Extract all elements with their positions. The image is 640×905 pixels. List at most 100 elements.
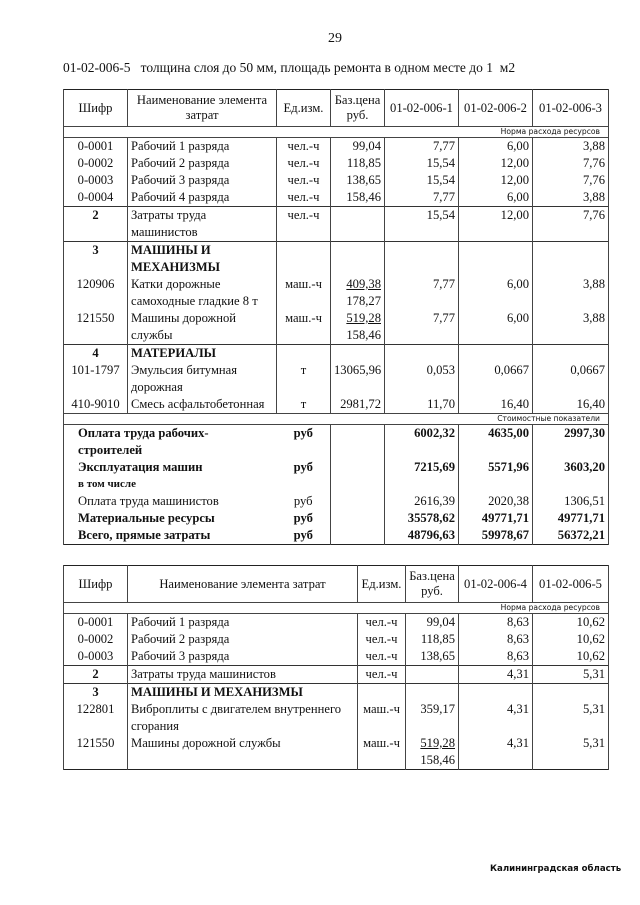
name-cell: МАШИНЫ И МЕХАНИЗМЫ xyxy=(127,241,277,276)
value-cell: 2997,30 xyxy=(532,424,609,459)
value-cell: 6,00 xyxy=(458,276,533,310)
name-cell: Смесь асфальтобетонная xyxy=(127,396,277,414)
cost-label-cell: Материальные ресурсы xyxy=(63,510,277,527)
value-cell xyxy=(458,476,533,493)
price-value: 138,65 xyxy=(346,173,381,187)
resource-table-2: Шифр Наименование элемента затрат Ед.изм. Б… xyxy=(63,565,609,770)
unit-cell xyxy=(276,476,331,493)
code-cell: 0-0004 xyxy=(63,189,128,207)
value-cell: 11,70 xyxy=(384,396,459,414)
table-row: 0-0003 Рабочий 3 разряда чел.-ч 138,65 15,54… xyxy=(63,172,609,189)
value-cell xyxy=(458,241,533,276)
price-cell xyxy=(405,683,459,701)
value-cell: 7,77 xyxy=(384,276,459,310)
code-cell: 0-0002 xyxy=(63,155,128,172)
value-cell: 8,63 xyxy=(458,648,533,666)
price-sub-value: 178,27 xyxy=(346,294,381,308)
unit-cell: руб xyxy=(276,459,331,476)
value-cell: 0,0667 xyxy=(458,362,533,396)
price-cell: 99,04 xyxy=(405,613,459,631)
value-cell xyxy=(458,683,533,701)
value-cell xyxy=(384,344,459,362)
table-row: 410-9010 Смесь асфальтобетонная т 2981,72 11… xyxy=(63,396,609,414)
value-cell: 56372,21 xyxy=(532,527,609,545)
price-cell: 359,17 xyxy=(405,701,459,735)
column-header: 01-02-006-4 xyxy=(458,565,533,603)
price-cell: 158,46 xyxy=(330,189,385,207)
unit-cell xyxy=(357,683,406,701)
value-cell: 0,0667 xyxy=(532,362,609,396)
code-cell: 121550 xyxy=(63,310,128,345)
unit-cell: чел.-ч xyxy=(357,648,406,666)
price-cell: 409,38 178,27 xyxy=(330,276,385,310)
table-row: 2 Затраты труда машинистов чел.-ч 4,31 5,31 xyxy=(63,665,609,684)
price-cell: 519,28 158,46 xyxy=(330,310,385,345)
table-row: 0-0001 Рабочий 1 разряда чел.-ч 99,04 8,63 10… xyxy=(63,613,609,631)
cost-row: Всего, прямые затраты руб 48796,63 59978,67… xyxy=(63,527,609,545)
table-row: 4 МАТЕРИАЛЫ xyxy=(63,344,609,362)
price-cell xyxy=(330,344,385,362)
name-cell: Катки дорожные самоходные гладкие 8 т xyxy=(127,276,277,310)
cost-row: Оплата труда машинистов руб 2616,39 2020,38… xyxy=(63,493,609,510)
price-value: 99,04 xyxy=(352,139,381,153)
column-header: Наименование элемента затрат xyxy=(127,89,277,127)
value-cell: 7,76 xyxy=(532,172,609,189)
value-cell: 5,31 xyxy=(532,701,609,735)
price-value: 99,04 xyxy=(426,615,455,629)
cost-label: Стоимостные показатели xyxy=(63,413,609,425)
value-cell: 16,40 xyxy=(458,396,533,414)
unit-cell xyxy=(276,344,331,362)
table-row: 2 Затраты труда машинистов чел.-ч 15,54 12,0… xyxy=(63,206,609,242)
value-cell: 6002,32 xyxy=(384,424,459,459)
price-cell: 519,28 158,46 xyxy=(405,735,459,770)
cost-label-cell: Оплата труда машинистов xyxy=(63,493,277,510)
cost-row: Эксплуатация машин руб 7215,69 5571,96 3603,… xyxy=(63,459,609,476)
name-cell: Рабочий 4 разряда xyxy=(127,189,277,207)
value-cell: 7,77 xyxy=(384,189,459,207)
name-cell: Эмульсия битумная дорожная xyxy=(127,362,277,396)
column-header: Шифр xyxy=(63,89,128,127)
value-cell: 3,88 xyxy=(532,189,609,207)
unit-cell: т xyxy=(276,396,331,414)
unit-cell: чел.-ч xyxy=(276,155,331,172)
code-cell: 2 xyxy=(63,665,128,684)
code-cell: 3 xyxy=(63,241,128,276)
name-cell: Затраты труда машинистов xyxy=(127,206,277,242)
cost-row: Оплата труда рабочих- строителей руб 6002,… xyxy=(63,424,609,459)
price-value: 158,46 xyxy=(346,190,381,204)
unit-cell: руб xyxy=(276,424,331,459)
table-row: 121550 Машины дорожной службы маш.-ч 519,28… xyxy=(63,310,609,345)
table-row: 0-0002 Рабочий 2 разряда чел.-ч 118,85 8,63 1… xyxy=(63,631,609,648)
name-cell: Рабочий 1 разряда xyxy=(127,613,358,631)
table-row: 3 МАШИНЫ И МЕХАНИЗМЫ xyxy=(63,683,609,701)
value-cell: 4,31 xyxy=(458,735,533,770)
value-cell: 8,63 xyxy=(458,613,533,631)
table-row: 121550 Машины дорожной службы маш.-ч 519,28… xyxy=(63,735,609,770)
unit-cell: руб xyxy=(276,510,331,527)
norm-label-row: Норма расхода ресурсов xyxy=(63,126,609,138)
unit-cell: т xyxy=(276,362,331,396)
unit-cell: чел.-ч xyxy=(357,665,406,684)
value-cell: 0,053 xyxy=(384,362,459,396)
code-cell: 410-9010 xyxy=(63,396,128,414)
cost-row: в том числе xyxy=(63,476,609,493)
value-cell: 12,00 xyxy=(458,155,533,172)
resource-table-1: Шифр Наименование элемента затрат Ед.изм. Б… xyxy=(63,89,609,545)
column-header: Наименование элемента затрат xyxy=(127,565,358,603)
price-value: 138,65 xyxy=(420,649,455,663)
header-row: Шифр Наименование элемента затрат Ед.изм. Б… xyxy=(63,89,609,127)
price-value: 13065,96 xyxy=(334,363,382,377)
price-cell xyxy=(405,665,459,684)
name-cell: Затраты труда машинистов xyxy=(127,665,358,684)
price-value: 359,17 xyxy=(420,702,455,716)
name-cell: Рабочий 2 разряда xyxy=(127,631,358,648)
value-cell xyxy=(458,344,533,362)
page-number: 29 xyxy=(328,31,342,46)
code-cell: 0-0001 xyxy=(63,137,128,155)
table-row: 0-0004 Рабочий 4 разряда чел.-ч 158,46 7,77 6… xyxy=(63,189,609,207)
price-cell xyxy=(330,241,385,276)
name-cell: Рабочий 3 разряда xyxy=(127,172,277,189)
value-cell: 7215,69 xyxy=(384,459,459,476)
value-cell: 10,62 xyxy=(532,631,609,648)
value-cell: 6,00 xyxy=(458,137,533,155)
